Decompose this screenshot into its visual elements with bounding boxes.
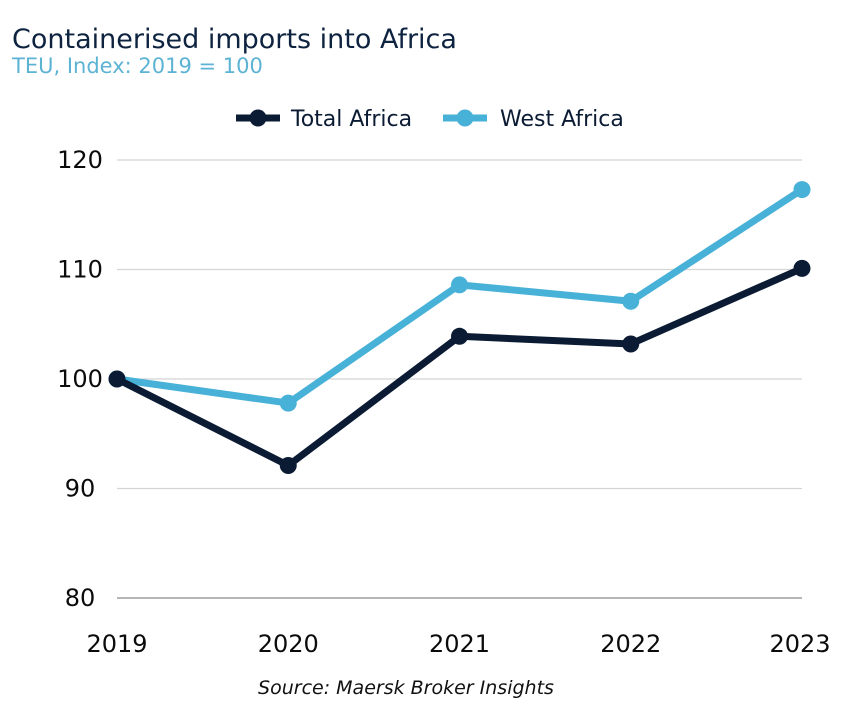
y-tick-label: 120 <box>57 146 103 174</box>
x-tick-label: 2020 <box>258 630 319 658</box>
y-tick-label: 110 <box>57 256 103 284</box>
legend-label: West Africa <box>500 107 624 132</box>
y-tick-label: 90 <box>65 475 96 503</box>
chart-subtitle: TEU, Index: 2019 = 100 <box>11 54 263 78</box>
data-point <box>793 259 811 277</box>
y-tick-label: 100 <box>57 365 103 393</box>
data-point <box>451 276 468 294</box>
x-axis-ticks: 2019 2020 2021 2022 2023 <box>86 630 830 658</box>
legend: Total Africa West Africa <box>236 107 624 132</box>
x-tick-label: 2021 <box>429 630 490 658</box>
series-lines <box>108 181 811 475</box>
legend-item-west-africa: West Africa <box>443 107 624 132</box>
data-point <box>622 335 640 353</box>
data-point <box>279 394 297 412</box>
x-tick-label: 2023 <box>769 630 830 658</box>
legend-swatch-marker <box>249 109 267 127</box>
series-line <box>113 186 806 407</box>
x-tick-label: 2019 <box>86 630 147 658</box>
legend-item-total-africa: Total Africa <box>236 107 412 132</box>
gridlines <box>117 159 802 599</box>
y-tick-label: 80 <box>65 584 96 612</box>
x-tick-label: 2022 <box>600 630 661 658</box>
series-west-africa <box>108 181 811 412</box>
legend-swatch-marker <box>456 109 474 127</box>
data-point <box>793 181 811 199</box>
data-point <box>279 457 297 475</box>
chart-title: Containerised imports into Africa <box>12 24 457 55</box>
y-axis-ticks: 80 90 100 110 120 <box>57 146 103 612</box>
data-point <box>451 327 468 345</box>
data-point <box>622 292 640 310</box>
data-point <box>108 370 126 388</box>
series-line <box>113 264 806 470</box>
series-total-africa <box>108 259 811 475</box>
source-note: Source: Maersk Broker Insights <box>258 677 554 699</box>
legend-label: Total Africa <box>290 107 412 132</box>
